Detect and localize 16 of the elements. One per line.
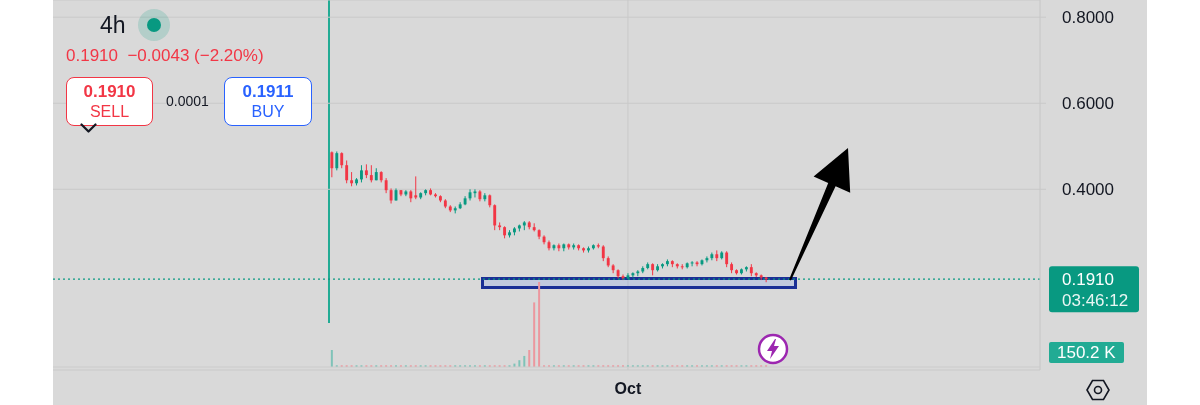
annotation: BUY	[251, 102, 285, 120]
ref-line-label: 0.1910	[1062, 270, 1114, 290]
y-tick-label: 0.8000	[1062, 8, 1114, 28]
annotation: SELL	[89, 102, 130, 120]
text: 150.2 K	[1057, 343, 1116, 362]
text: 4h	[100, 11, 126, 38]
annotation: 0.1910 −0.0043 (−2.20%)	[66, 46, 264, 65]
text: 03:46:12	[1062, 291, 1129, 311]
sell-button: 0.1910 SELL	[66, 77, 153, 126]
buy-button: 0.1911 BUY	[224, 77, 312, 126]
x-tick-label: Oct	[614, 380, 642, 397]
y-tick-label: 0.6000	[1062, 94, 1114, 114]
annotation: 0.0001	[166, 93, 209, 109]
y-tick-label: 0.4000	[1062, 180, 1114, 200]
annotation: 0.1910	[83, 81, 136, 101]
annotation: 0.1911	[242, 81, 294, 101]
